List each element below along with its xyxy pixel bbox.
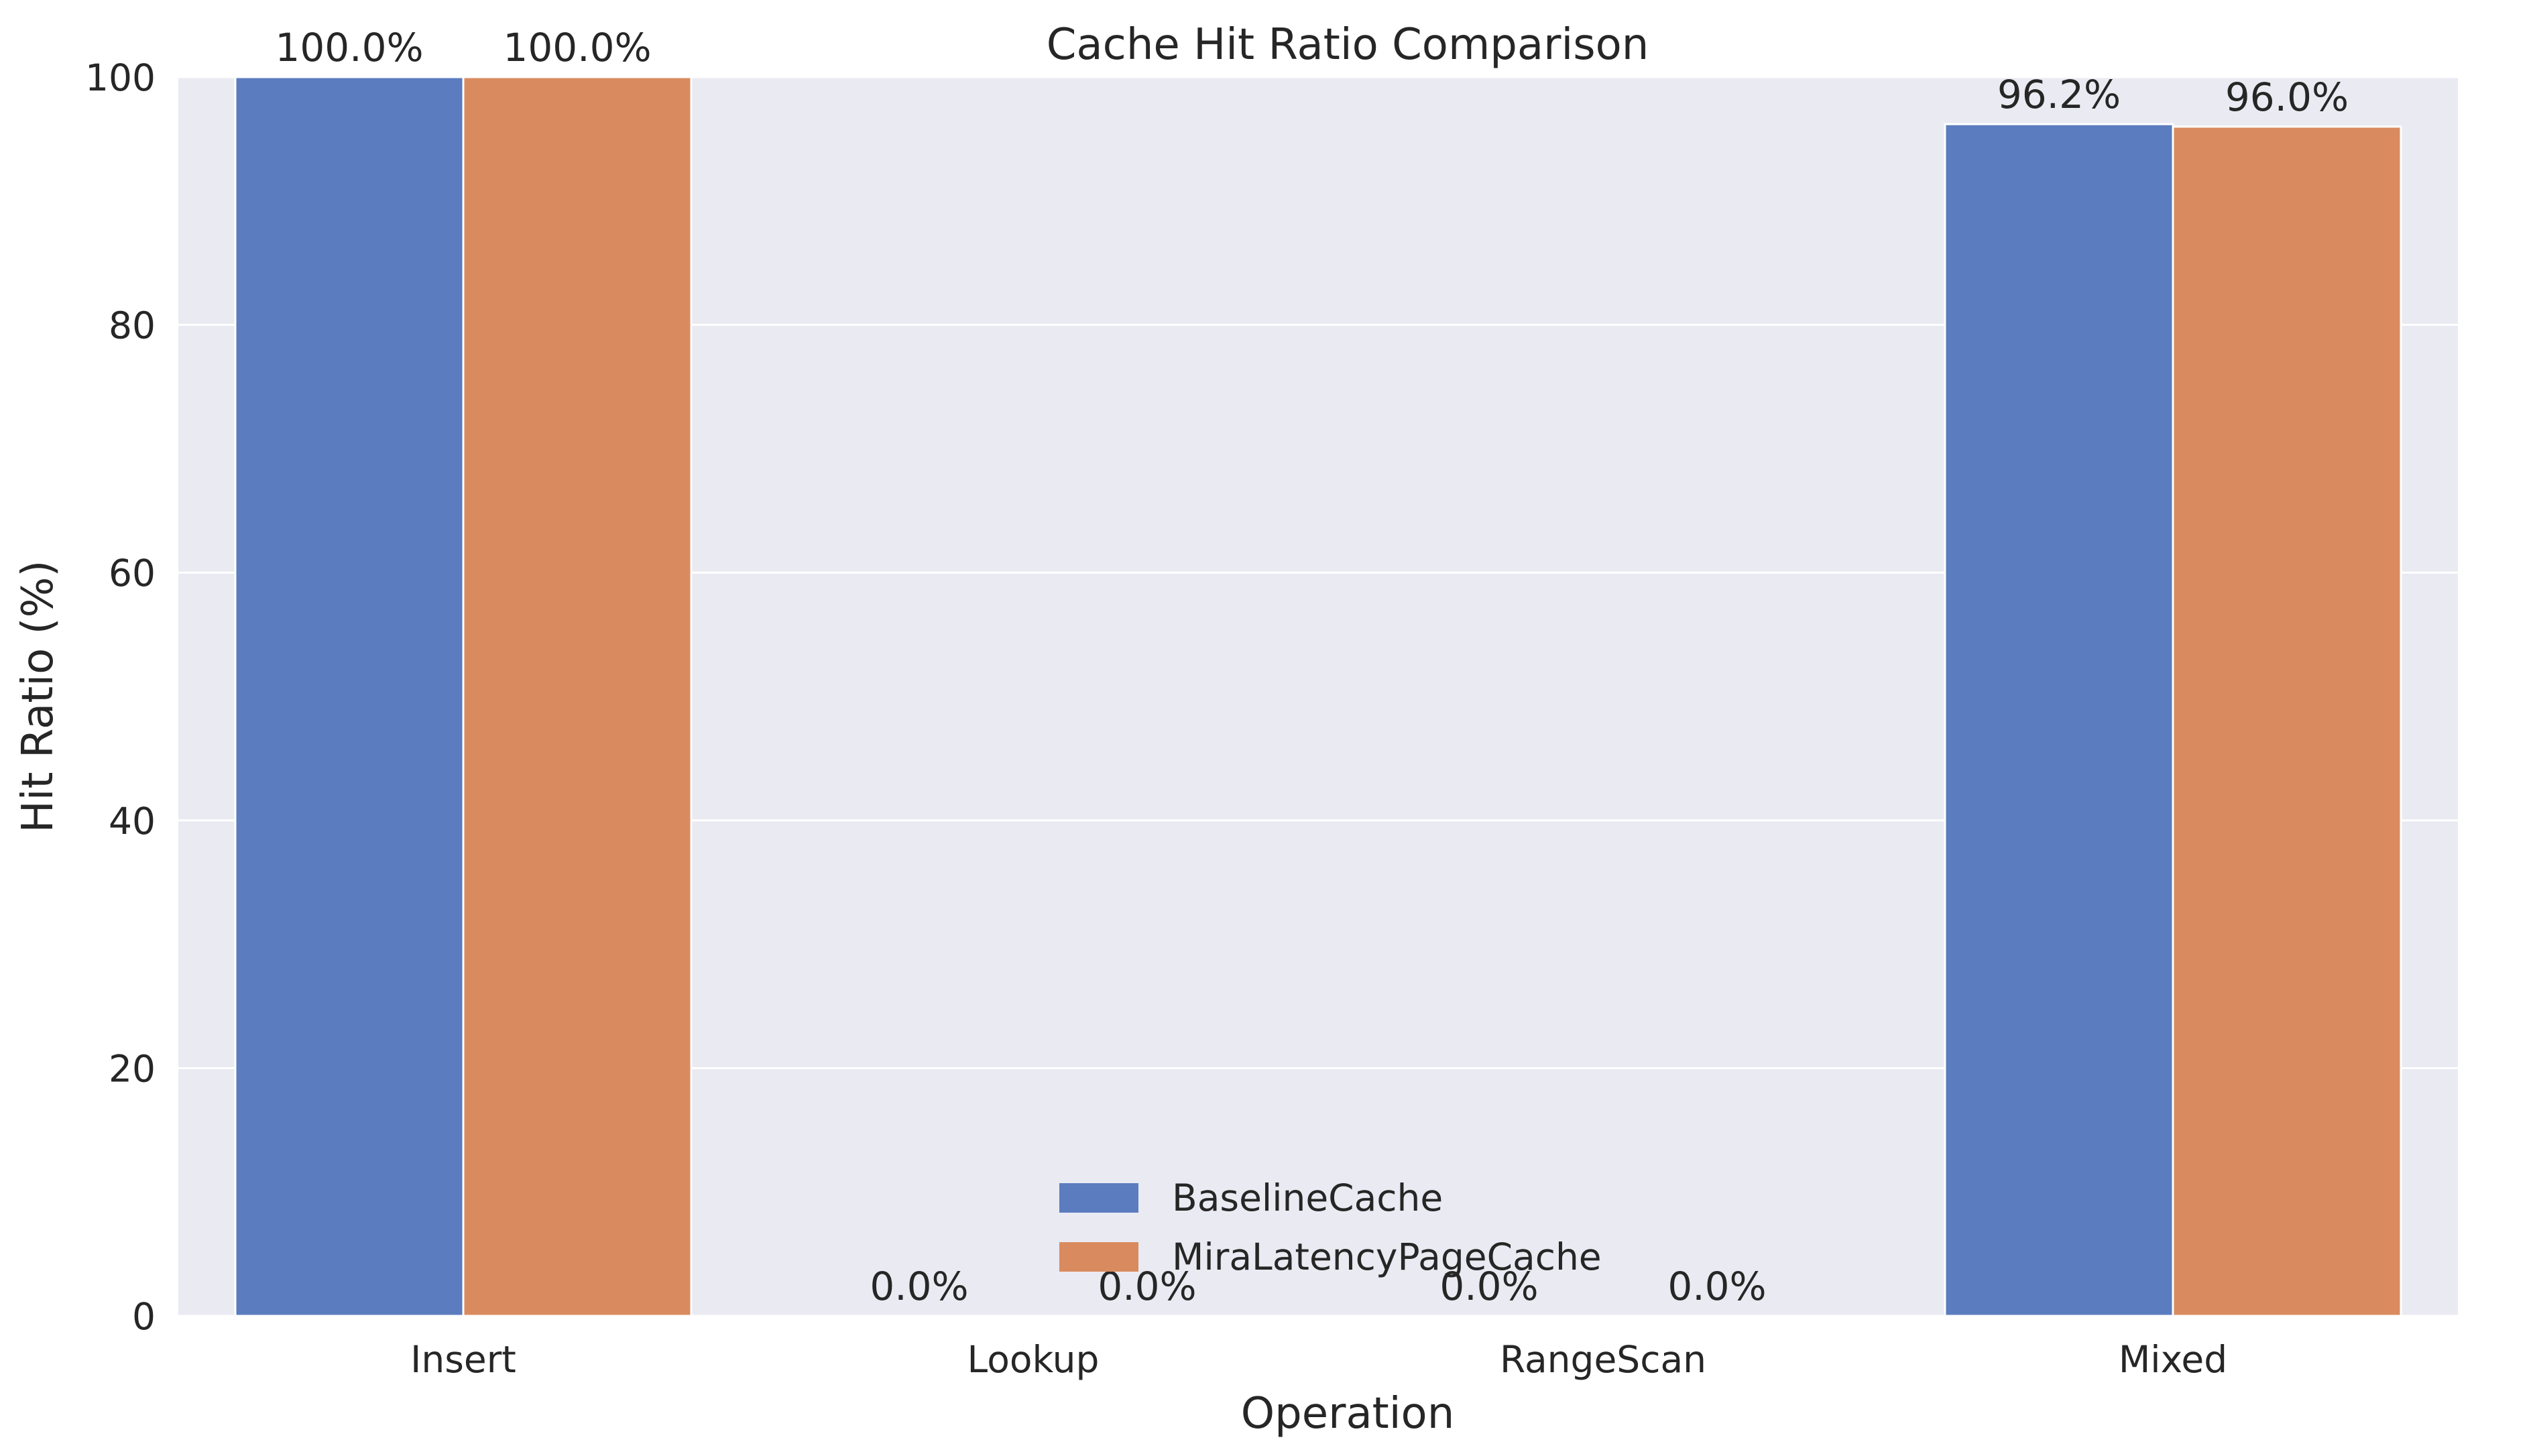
- x-tick-label-mixed: Mixed: [2119, 1338, 2227, 1381]
- y-tick-label-0: 0: [132, 1295, 156, 1338]
- x-tick-label-insert: Insert: [410, 1338, 516, 1381]
- bar-miralatencypagecache-insert: [462, 76, 693, 1317]
- data-label-miralatencypagecache-insert: 100.0%: [503, 25, 651, 70]
- y-axis-ticks: 0 20 40 60 80 100: [85, 56, 156, 1338]
- data-label-baselinecache-lookup: 0.0%: [870, 1264, 968, 1309]
- data-label-baselinecache-mixed: 96.2%: [1997, 72, 2121, 117]
- data-label-baselinecache-insert: 100.0%: [275, 25, 423, 70]
- x-tick-label-lookup: Lookup: [967, 1338, 1100, 1381]
- y-tick-label-40: 40: [109, 800, 156, 843]
- chart-title: Cache Hit Ratio Comparison: [1047, 20, 1649, 70]
- y-tick-label-80: 80: [109, 304, 156, 347]
- x-tick-label-rangescan: RangeScan: [1500, 1338, 1706, 1381]
- bars: [234, 76, 2402, 1317]
- legend: BaselineCache MiraLatencyPageCache: [1059, 1176, 1602, 1278]
- data-label-miralatencypagecache-rangescan: 0.0%: [1667, 1264, 1766, 1309]
- legend-swatch-baselinecache: [1059, 1183, 1138, 1213]
- bar-miralatencypagecache-mixed: [2172, 125, 2402, 1317]
- legend-swatch-miralatencypagecache: [1059, 1242, 1138, 1272]
- y-tick-label-60: 60: [109, 552, 156, 595]
- bar-baselinecache-insert: [234, 76, 465, 1317]
- y-axis-label: Hit Ratio (%): [13, 560, 63, 833]
- legend-label-baselinecache: BaselineCache: [1172, 1176, 1443, 1219]
- y-tick-label-20: 20: [109, 1047, 156, 1090]
- bar-baselinecache-mixed: [1944, 123, 2174, 1317]
- legend-label-miralatencypagecache: MiraLatencyPageCache: [1172, 1235, 1602, 1278]
- data-label-miralatencypagecache-mixed: 96.0%: [2225, 74, 2349, 120]
- data-label-baselinecache-rangescan: 0.0%: [1439, 1264, 1538, 1309]
- x-axis-ticks: Insert Lookup RangeScan Mixed: [410, 1338, 2227, 1381]
- y-tick-label-100: 100: [85, 56, 156, 99]
- x-axis-label: Operation: [1241, 1389, 1455, 1439]
- data-labels: 100.0% 100.0%0.0% 0.0% 0.0% 0.0%96.2% 96.0%: [275, 25, 2349, 1309]
